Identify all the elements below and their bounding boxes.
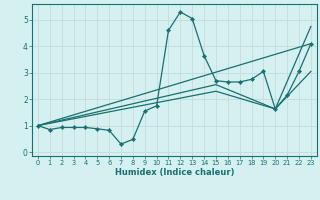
X-axis label: Humidex (Indice chaleur): Humidex (Indice chaleur) — [115, 168, 234, 177]
